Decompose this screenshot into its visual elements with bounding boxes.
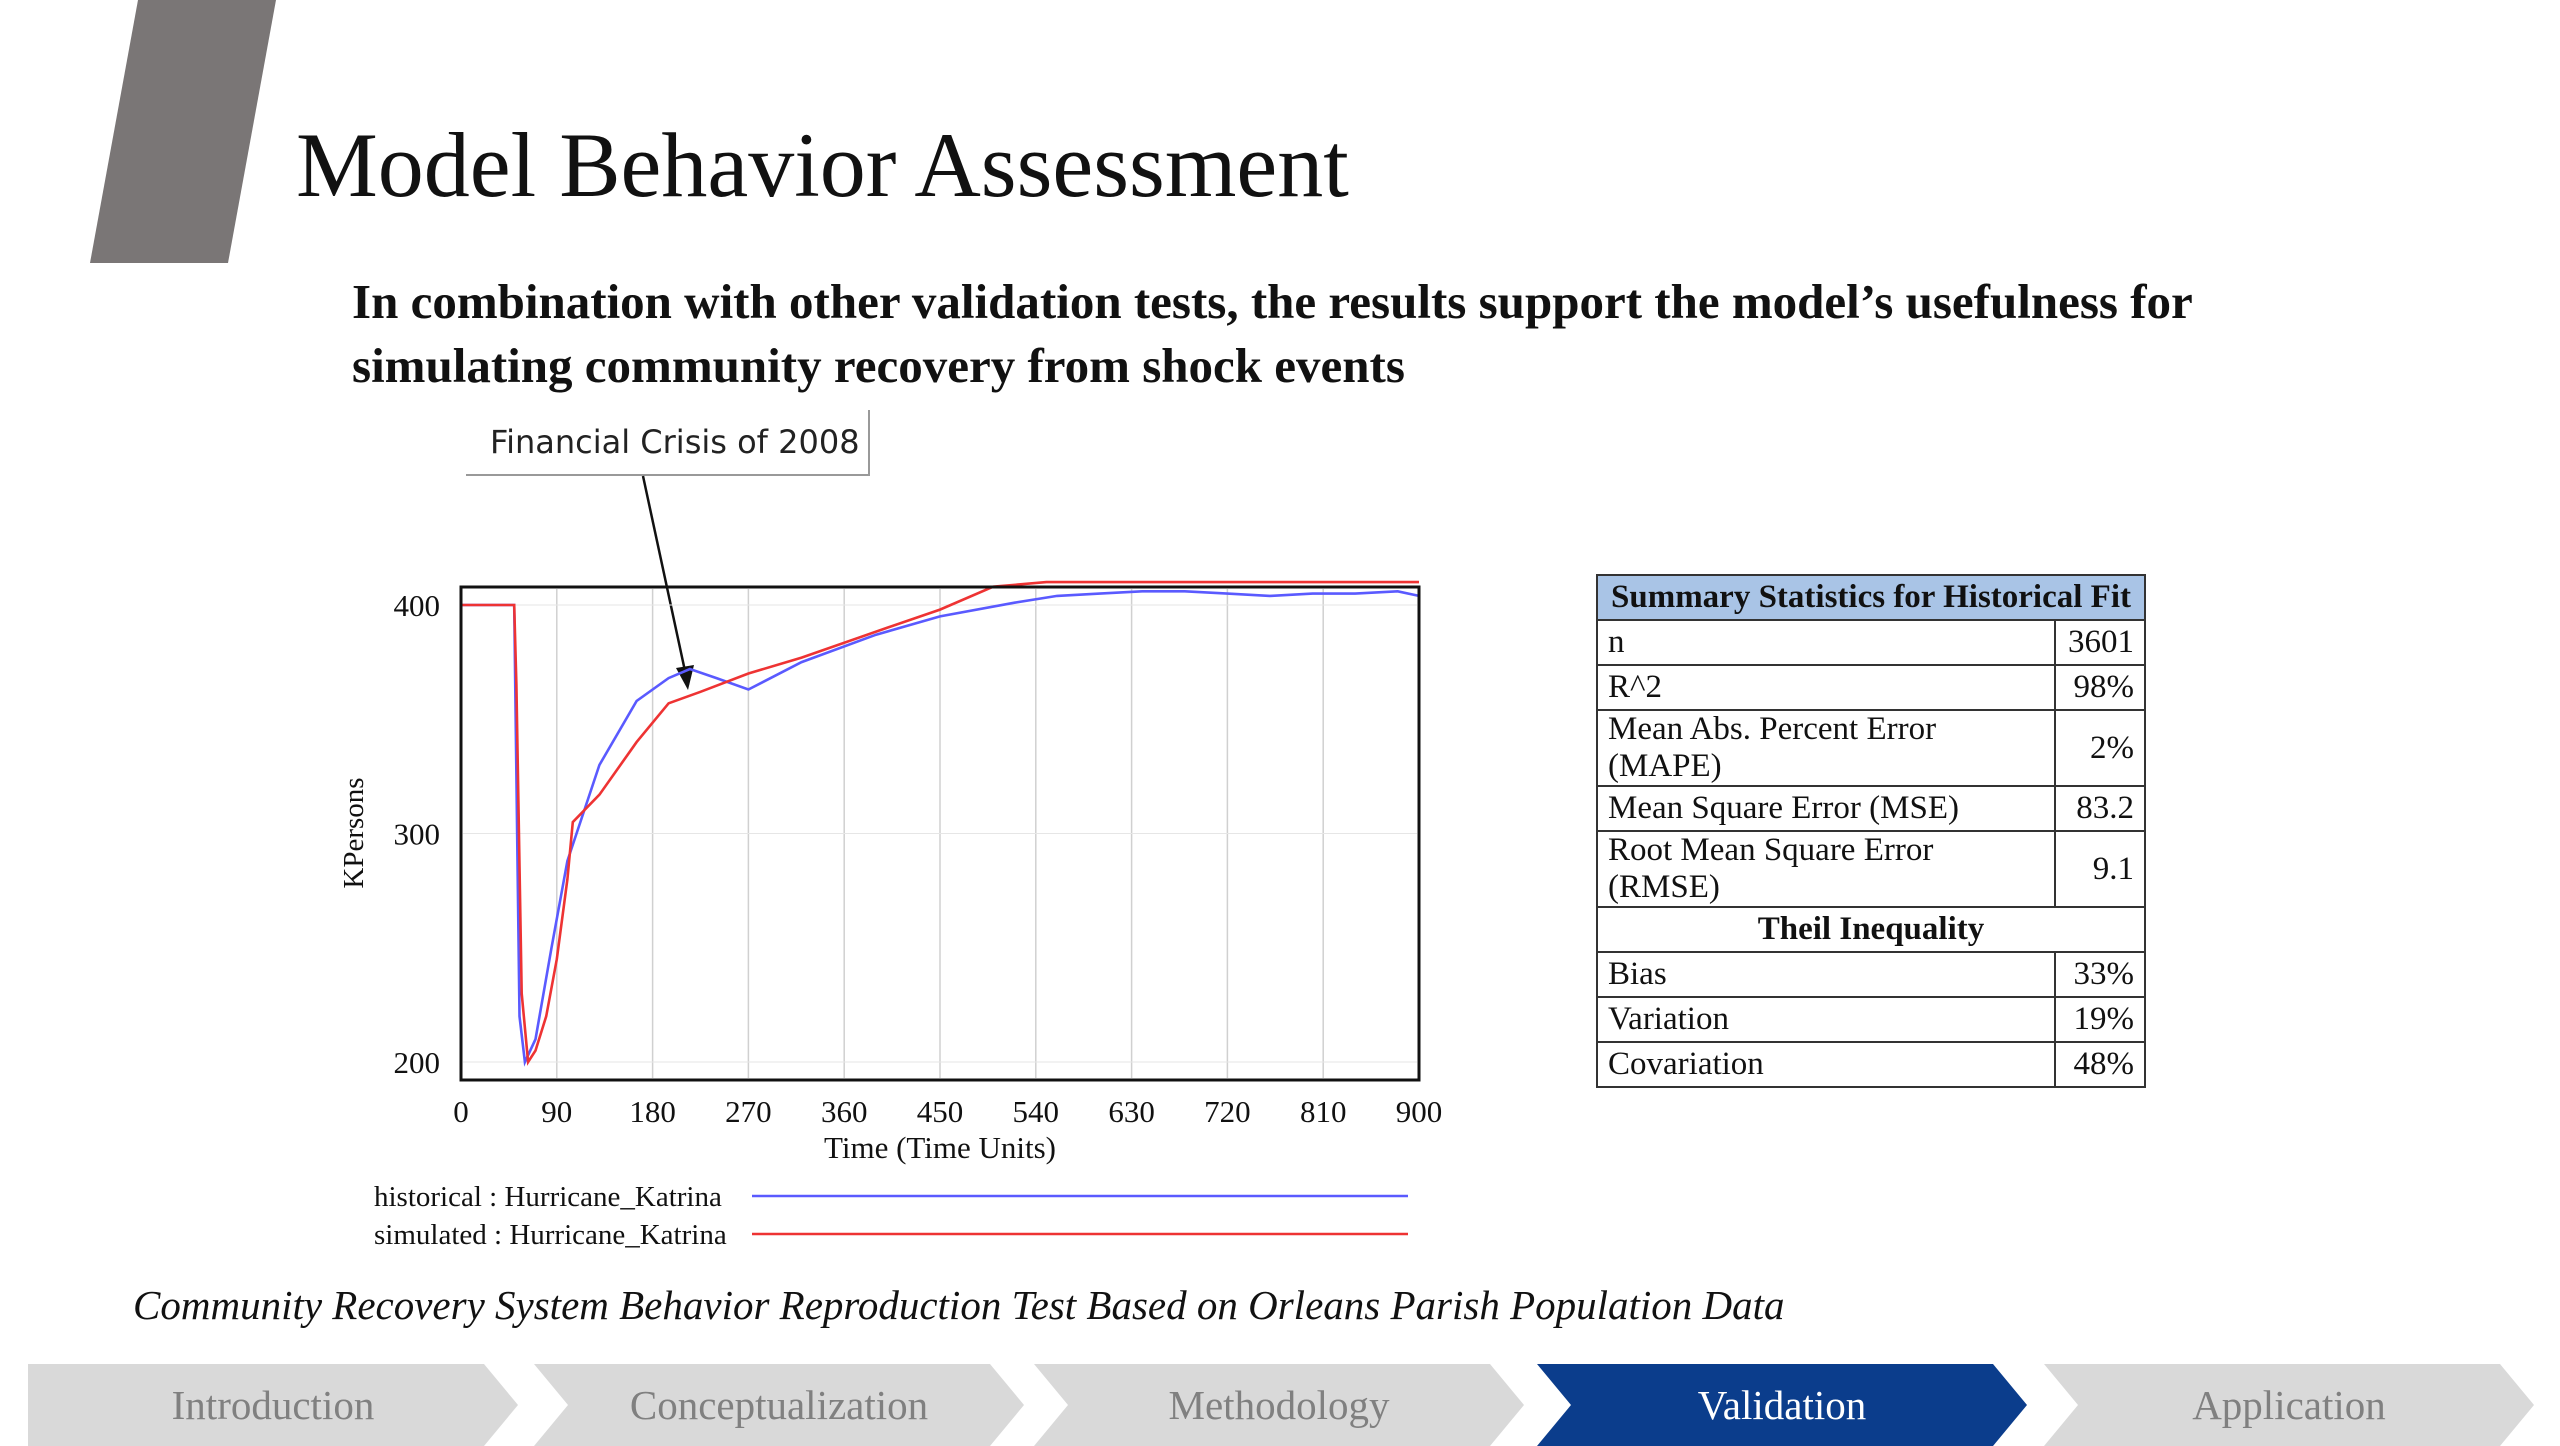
x-tick-label: 720 <box>1204 1094 1251 1129</box>
stats-value: 33% <box>2055 952 2145 997</box>
nav-step-validation[interactable]: Validation <box>1537 1364 2027 1446</box>
stats-label: n <box>1597 620 2055 665</box>
legend-label: historical : Hurricane_Katrina <box>374 1181 722 1213</box>
x-tick-label: 90 <box>541 1094 572 1129</box>
annotation-pointer <box>643 476 688 685</box>
nav-step-label: Conceptualization <box>534 1364 1024 1446</box>
stats-label: Covariation <box>1597 1042 2055 1087</box>
stats-label: Variation <box>1597 997 2055 1042</box>
stats-label: Mean Square Error (MSE) <box>1597 786 2055 831</box>
y-tick-label: 200 <box>394 1045 441 1080</box>
x-tick-label: 450 <box>917 1094 964 1129</box>
stats-value: 19% <box>2055 997 2145 1042</box>
stats-label: Mean Abs. Percent Error (MAPE) <box>1597 710 2055 786</box>
nav-step-label: Methodology <box>1034 1364 1524 1446</box>
x-tick-label: 360 <box>821 1094 868 1129</box>
x-tick-label: 0 <box>453 1094 469 1129</box>
nav-step-application[interactable]: Application <box>2044 1364 2534 1446</box>
stats-row: Mean Abs. Percent Error (MAPE)2% <box>1597 710 2145 786</box>
stats-value: 2% <box>2055 710 2145 786</box>
stats-table-header: Summary Statistics for Historical Fit <box>1597 575 2145 620</box>
theil-section-header: Theil Inequality <box>1597 907 2145 952</box>
x-tick-label: 630 <box>1108 1094 1155 1129</box>
legend-label: simulated : Hurricane_Katrina <box>374 1219 727 1251</box>
y-axis-label: KPersons <box>338 777 370 888</box>
nav-step-conceptualization[interactable]: Conceptualization <box>534 1364 1024 1446</box>
stats-value: 98% <box>2055 665 2145 710</box>
nav-step-label: Validation <box>1537 1364 2027 1446</box>
stats-value: 3601 <box>2055 620 2145 665</box>
y-tick-label: 400 <box>394 588 441 623</box>
nav-step-label: Introduction <box>28 1364 518 1446</box>
nav-step-methodology[interactable]: Methodology <box>1034 1364 1524 1446</box>
stats-label: Root Mean Square Error (RMSE) <box>1597 831 2055 907</box>
x-tick-label: 270 <box>725 1094 772 1129</box>
stats-value: 83.2 <box>2055 786 2145 831</box>
nav-step-label: Application <box>2044 1364 2534 1446</box>
x-axis-label: Time (Time Units) <box>824 1130 1056 1165</box>
stats-row: Root Mean Square Error (RMSE)9.1 <box>1597 831 2145 907</box>
stats-label: R^2 <box>1597 665 2055 710</box>
stats-row: Mean Square Error (MSE)83.2 <box>1597 786 2145 831</box>
stats-value: 48% <box>2055 1042 2145 1087</box>
x-tick-label: 180 <box>629 1094 676 1129</box>
x-tick-label: 540 <box>1013 1094 1060 1129</box>
x-tick-label: 900 <box>1396 1094 1443 1129</box>
stats-label: Bias <box>1597 952 2055 997</box>
stats-value: 9.1 <box>2055 831 2145 907</box>
y-tick-label: 300 <box>394 817 441 852</box>
nav-step-introduction[interactable]: Introduction <box>28 1364 518 1446</box>
figure-caption: Community Recovery System Behavior Repro… <box>133 1281 1785 1329</box>
x-tick-label: 810 <box>1300 1094 1347 1129</box>
